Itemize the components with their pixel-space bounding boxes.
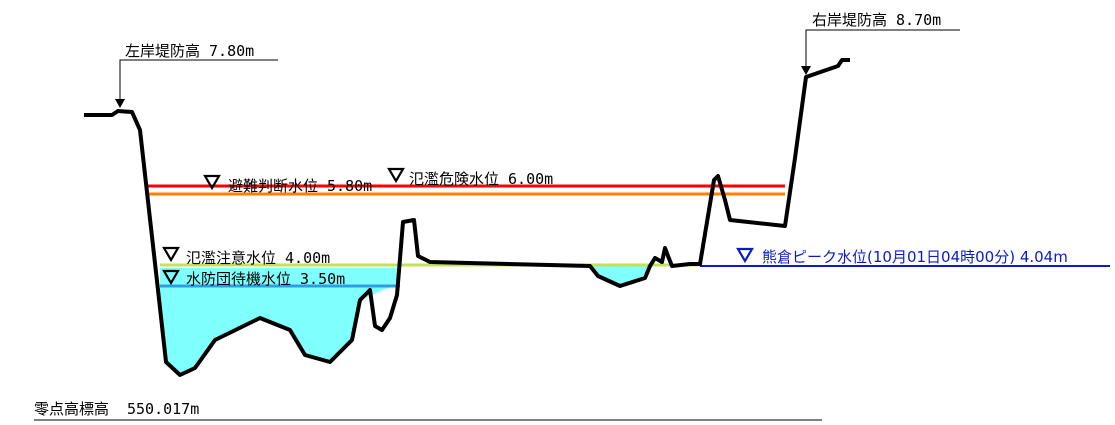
left-bank-label: 左岸堤防高 7.80m [125, 42, 254, 60]
right-bank-annotation: 右岸堤防高 8.70m [801, 11, 960, 75]
datum-value: 550.017m [127, 400, 199, 418]
water-body [160, 268, 400, 375]
current-level-marker: 熊倉ピーク水位(10月01日04時00分) 4.04m [736, 247, 1068, 266]
evacuation-level-label: 避難判断水位 5.80m [228, 177, 372, 195]
evacuation-level-marker: 避難判断水位 5.80m [203, 174, 372, 195]
right-bank-label: 右岸堤防高 8.70m [812, 11, 941, 29]
flood-danger-level-label: 氾濫危険水位 6.00m [409, 170, 553, 188]
triangle-marker-icon [203, 174, 221, 191]
standby-level-marker: 水防団待機水位 3.50m [162, 269, 345, 288]
standby-level-label: 水防団待機水位 3.50m [186, 270, 345, 288]
ground-profile [84, 58, 850, 377]
flood-danger-level-marker: 氾濫危険水位 6.00m [387, 167, 553, 188]
triangle-marker-icon [162, 246, 180, 263]
triangle-marker-icon [162, 269, 180, 286]
flood-caution-level-label: 氾濫注意水位 4.00m [186, 249, 330, 267]
down-arrow-icon [801, 66, 811, 75]
triangle-marker-icon [736, 247, 754, 264]
datum-label: 零点高標高 [34, 400, 109, 418]
triangle-marker-icon [387, 167, 405, 184]
current-level-label: 熊倉ピーク水位(10月01日04時00分) 4.04m [762, 248, 1068, 266]
down-arrow-icon [115, 99, 125, 108]
left-bank-annotation: 左岸堤防高 7.80m [115, 42, 278, 108]
datum-annotation: 零点高標高 550.017m [34, 400, 822, 421]
flood-caution-level-marker: 氾濫注意水位 4.00m [162, 246, 330, 267]
